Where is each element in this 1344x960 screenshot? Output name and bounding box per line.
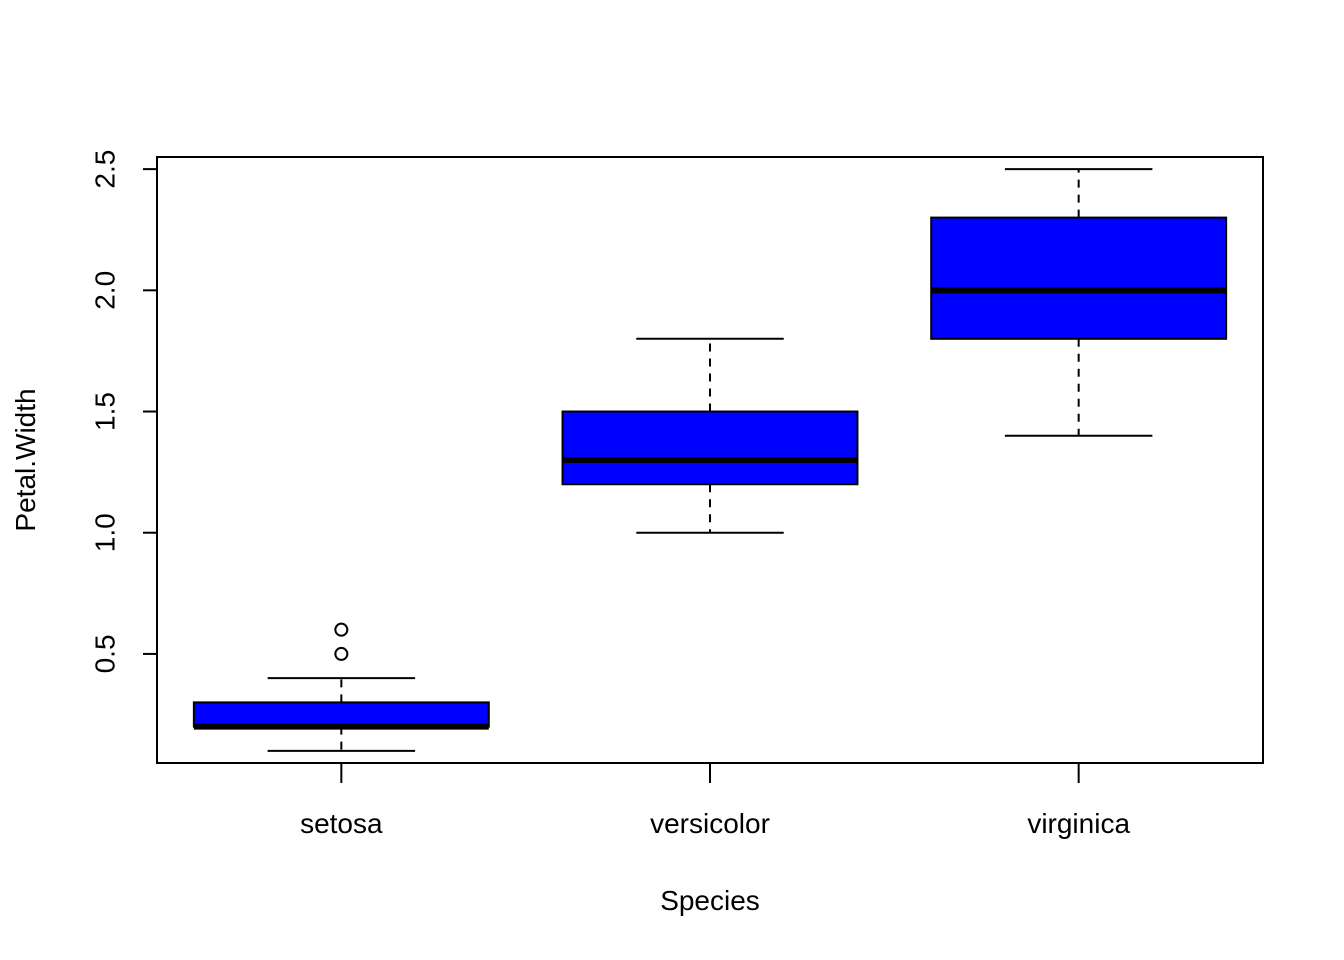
y-tick-label: 1.5 xyxy=(89,392,120,431)
y-tick-label: 2.5 xyxy=(89,150,120,189)
y-tick-label: 2.0 xyxy=(89,271,120,310)
outlier-point xyxy=(334,646,349,661)
y-axis-title: Petal.Width xyxy=(10,388,41,531)
x-tick-label: virginica xyxy=(1027,808,1130,839)
x-axis: setosa versicolor virginica xyxy=(300,763,1130,839)
y-tick-label: 1.0 xyxy=(89,513,120,552)
x-tick-label: versicolor xyxy=(650,808,770,839)
box-setosa xyxy=(192,701,490,728)
y-tick-label: 0.5 xyxy=(89,634,120,673)
outlier-point xyxy=(334,622,349,637)
boxes xyxy=(192,168,1228,752)
y-axis: 0.5 1.0 1.5 2.0 2.5 xyxy=(89,150,157,673)
box-virginica xyxy=(930,216,1228,340)
box-versicolor xyxy=(561,410,859,486)
x-axis-title: Species xyxy=(660,885,760,916)
x-tick-label: setosa xyxy=(300,808,383,839)
